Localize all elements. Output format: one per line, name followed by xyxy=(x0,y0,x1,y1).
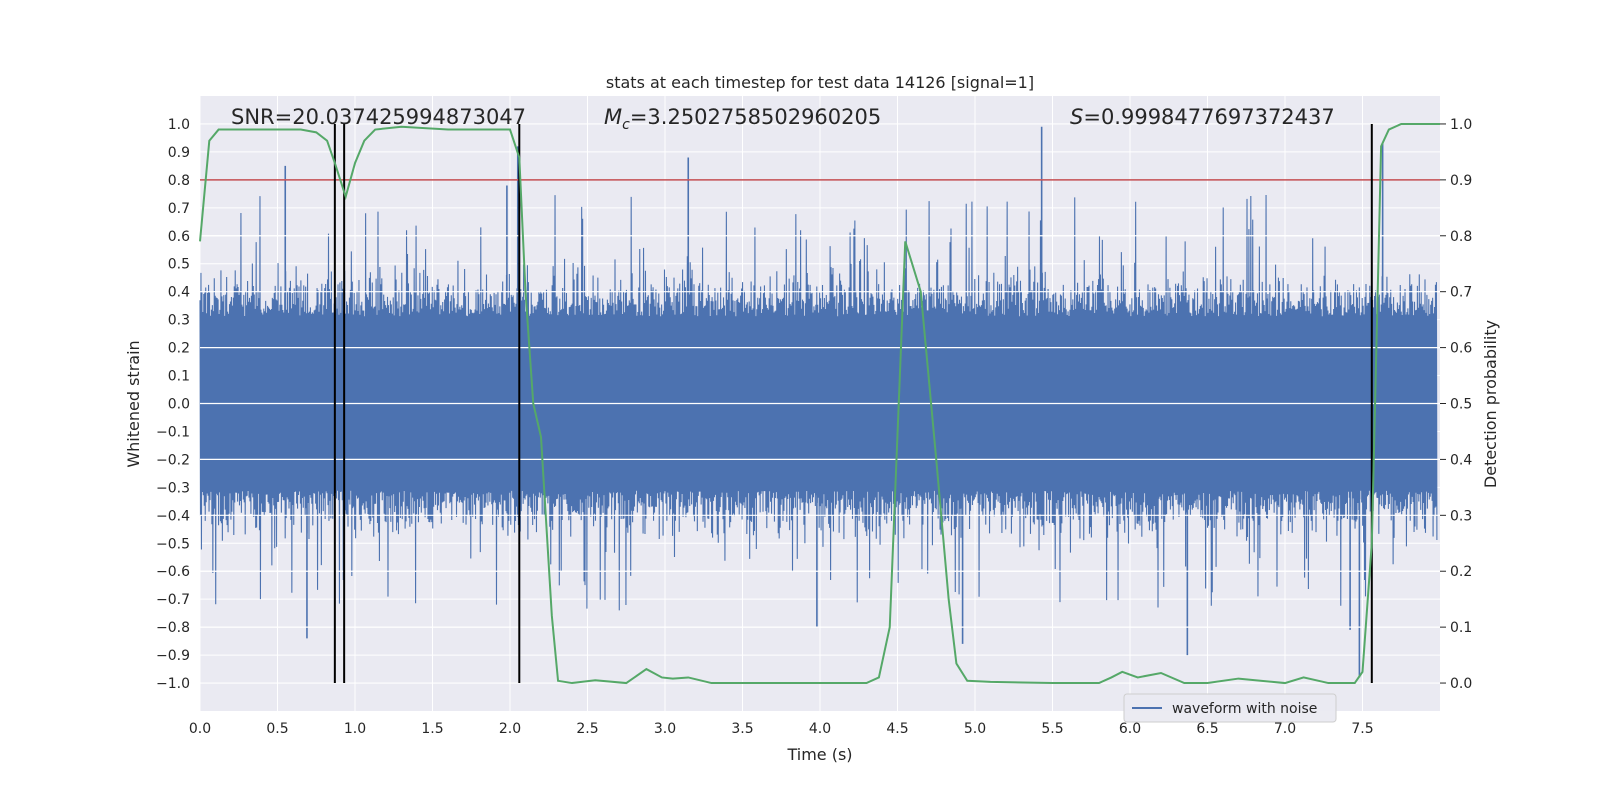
y2-tick-label: 0.6 xyxy=(1450,341,1472,357)
y-tick-label: 0.9 xyxy=(168,145,190,161)
chart-title: stats at each timestep for test data 141… xyxy=(606,73,1034,92)
x-tick-label: 4.0 xyxy=(809,721,831,737)
chirp-mass-annotation: Mc=3.2502758502960205 xyxy=(604,105,881,133)
y-tick-label: 0.4 xyxy=(168,285,190,301)
snr-annotation: SNR=20.037425994873047 xyxy=(231,105,526,129)
y2-tick-label: 0.9 xyxy=(1450,173,1472,189)
overlay-lines xyxy=(200,123,1440,684)
x-tick-label: 7.0 xyxy=(1274,721,1296,737)
y2-tick-label: 0.7 xyxy=(1450,285,1472,301)
chirp-mass-subscript: c xyxy=(622,117,630,133)
y2-tick-label: 0.1 xyxy=(1450,620,1472,636)
significance-symbol: S xyxy=(1070,105,1083,129)
y2-tick-label: 1.0 xyxy=(1450,117,1472,133)
y2-axis-label: Detection probability xyxy=(1481,320,1500,488)
x-tick-label: 3.5 xyxy=(731,721,753,737)
x-tick-label: 5.0 xyxy=(964,721,986,737)
legend-waveform-label: waveform with noise xyxy=(1172,701,1317,717)
y-tick-label: −0.3 xyxy=(156,480,190,496)
y-tick-label: −0.9 xyxy=(156,648,190,664)
legend: waveform with noise xyxy=(1123,693,1337,723)
y-axis-label: Whitened strain xyxy=(124,340,143,467)
x-tick-label: 7.5 xyxy=(1351,721,1373,737)
y-tick-label: −0.6 xyxy=(156,564,190,580)
y-tick-label: −0.8 xyxy=(156,620,190,636)
significance-annotation: S=0.9998477697372437 xyxy=(1070,105,1335,129)
y-tick-label: 0.6 xyxy=(168,229,190,245)
x-tick-label: 5.5 xyxy=(1041,721,1063,737)
y-tick-label: 1.0 xyxy=(168,117,190,133)
x-tick-label: 1.0 xyxy=(344,721,366,737)
chirp-mass-value: =3.2502758502960205 xyxy=(630,105,881,129)
detection-probability-series xyxy=(199,122,1440,685)
y2-tick-label: 0.4 xyxy=(1450,452,1472,468)
y-tick-label: −0.4 xyxy=(156,508,190,524)
y2-tick-label: 0.3 xyxy=(1450,508,1472,524)
y-tick-label: −0.1 xyxy=(156,424,190,440)
x-tick-label: 2.5 xyxy=(576,721,598,737)
y-tick-label: 0.1 xyxy=(168,369,190,385)
y-tick-label: 0.8 xyxy=(168,173,190,189)
y-tick-label: −0.5 xyxy=(156,536,190,552)
detection-probability-line xyxy=(199,122,1440,685)
x-tick-label: 6.5 xyxy=(1196,721,1218,737)
y2-tick-label: 0.0 xyxy=(1450,676,1472,692)
y-tick-label: 0.0 xyxy=(168,397,190,413)
y-tick-label: 0.7 xyxy=(168,201,190,217)
significance-value: =0.9998477697372437 xyxy=(1083,105,1334,129)
x-tick-label: 0.0 xyxy=(189,721,211,737)
y-tick-label: −0.2 xyxy=(156,452,190,468)
y2-tick-label: 0.8 xyxy=(1450,229,1472,245)
y-tick-label: 0.2 xyxy=(168,341,190,357)
x-axis-label: Time (s) xyxy=(786,745,852,764)
y2-tick-label: 0.5 xyxy=(1450,397,1472,413)
y-tick-label: 0.3 xyxy=(168,313,190,329)
legend-box xyxy=(1123,693,1337,723)
chirp-mass-symbol: M xyxy=(604,105,622,129)
x-tick-label: 4.5 xyxy=(886,721,908,737)
axis-ticks: 0.0 0.5 1.0 1.5 2.0 2.5 3.0 3.5 4.0 4.5 5.0 5.5 6.0 6… xyxy=(156,117,1472,737)
x-tick-label: 2.0 xyxy=(499,721,521,737)
x-tick-label: 0.5 xyxy=(266,721,288,737)
y-tick-label: −1.0 xyxy=(156,676,190,692)
x-tick-label: 6.0 xyxy=(1119,721,1141,737)
x-tick-label: 3.0 xyxy=(654,721,676,737)
y-tick-label: −0.7 xyxy=(156,592,190,608)
x-tick-label: 1.5 xyxy=(421,721,443,737)
y-tick-label: 0.5 xyxy=(168,257,190,273)
waveform-line xyxy=(199,194,1438,611)
y2-tick-label: 0.2 xyxy=(1450,564,1472,580)
